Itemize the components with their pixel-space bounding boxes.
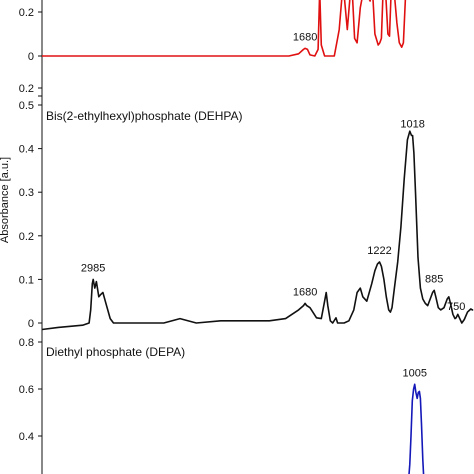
red-spectrum-panel: 0.2 0 0.2 1680: [19, 0, 407, 100]
spectrum-line: [408, 383, 425, 474]
y-tick-label: 0.2: [19, 83, 34, 95]
peak-label: 1680: [293, 31, 317, 43]
y-tick-label: 0.4: [19, 431, 34, 443]
peak-label: 750: [447, 301, 465, 313]
peak-label: 1018: [400, 119, 424, 131]
y-tick-label: 0: [28, 318, 34, 330]
panel-title: Diethyl phosphate (DEPA): [46, 345, 185, 359]
dehpa-spectrum-panel: 0.5 0.4 0.3 0.2 0.1 0 Bis(2-ethylhexyl)phospha…: [19, 96, 474, 336]
depa-spectrum-panel: 0.80.60.40.2Diethyl phosphate (DEPA)1005: [19, 336, 427, 474]
y-tick-label: 0.2: [19, 7, 34, 19]
y-axis-label: Absorbance [a.u.]: [0, 157, 11, 243]
peak-label: 2985: [81, 262, 105, 274]
panel-title: Bis(2-ethylhexyl)phosphate (DEHPA): [46, 109, 243, 123]
spectrum-line: [41, 130, 474, 331]
y-tick-label: 0.2: [19, 231, 34, 243]
y-tick-label: 0.1: [19, 274, 34, 286]
peak-label: 885: [425, 273, 443, 285]
peak-label: 1005: [402, 367, 426, 379]
y-tick-label: 0.3: [19, 187, 34, 199]
y-tick-label: 0.8: [19, 337, 34, 349]
y-tick-label: 0.6: [19, 384, 34, 396]
y-tick-label: 0: [28, 51, 34, 63]
peak-label: 1680: [293, 286, 317, 298]
y-tick-label: 0.4: [19, 144, 34, 156]
spectrum-line: [42, 0, 407, 57]
y-tick-label: 0.5: [19, 100, 34, 112]
peak-label: 1222: [367, 245, 391, 257]
